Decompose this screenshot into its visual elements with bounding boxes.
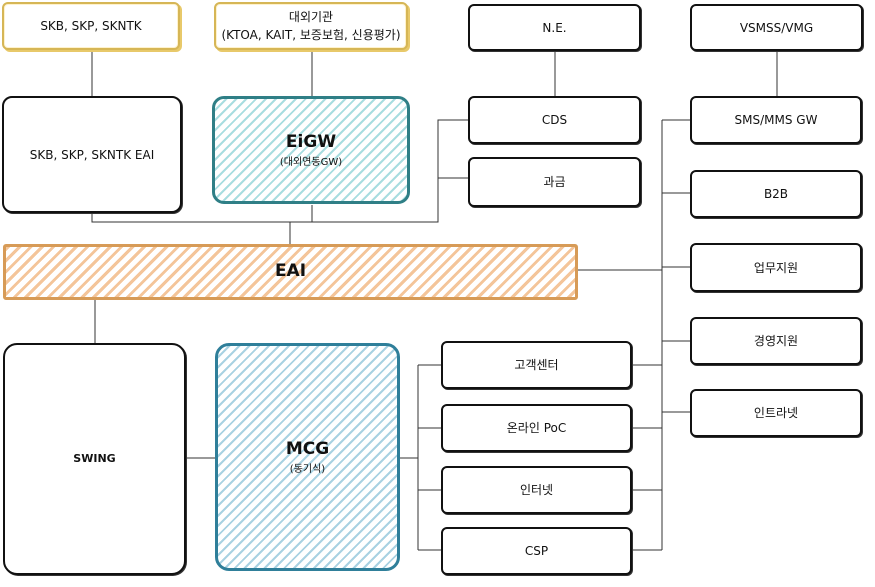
internet-box: 인터넷 [441, 466, 632, 514]
swing-box: SWING [3, 343, 186, 575]
eai-bar: EAI [3, 244, 578, 300]
billing-label: 과금 [543, 175, 566, 189]
vsmss-box: VSMSS/VMG [690, 4, 863, 51]
skb-eai-label: SKB, SKP, SKNTK EAI [29, 147, 155, 162]
internet-label: 인터넷 [519, 483, 554, 497]
swing-label: SWING [73, 451, 116, 465]
external-org-box: 대외기관 (KTOA, KAIT, 보증보험, 신용평가) [214, 2, 408, 50]
ne-label: N.E. [542, 20, 567, 35]
skb-group-label: SKB, SKP, SKNTK [40, 19, 142, 33]
mgmt-support-box: 경영지원 [690, 317, 862, 365]
mgmt-support-label: 경영지원 [753, 334, 799, 348]
intranet-label: 인트라넷 [753, 406, 799, 420]
mcg-box: MCG (동기식) [215, 343, 400, 571]
sms-mms-gw-box: SMS/MMS GW [690, 96, 862, 144]
external-org-detail: (KTOA, KAIT, 보증보험, 신용평가) [221, 28, 401, 42]
online-poc-box: 온라인 PoC [441, 404, 632, 452]
csp-label: CSP [524, 544, 549, 558]
external-org-label: 대외기관 [288, 10, 334, 24]
b2b-box: B2B [690, 170, 862, 218]
customer-center-box: 고객센터 [441, 341, 632, 389]
biz-support-box: 업무지원 [690, 243, 862, 292]
mcg-title: MCG [285, 438, 330, 459]
vsmss-label: VSMSS/VMG [739, 20, 814, 35]
eigw-title: EiGW [285, 131, 337, 152]
csp-box: CSP [441, 527, 632, 575]
skb-group-box: SKB, SKP, SKNTK [2, 2, 180, 50]
eigw-box: EiGW (대외연동GW) [212, 96, 410, 204]
intranet-box: 인트라넷 [690, 389, 862, 437]
eigw-subtitle: (대외연동GW) [279, 157, 343, 169]
cds-label: CDS [541, 113, 568, 127]
cds-box: CDS [468, 96, 641, 144]
biz-support-label: 업무지원 [753, 260, 799, 275]
eai-title: EAI [274, 261, 307, 282]
skb-eai-box: SKB, SKP, SKNTK EAI [2, 96, 182, 213]
ne-box: N.E. [468, 4, 641, 51]
b2b-label: B2B [763, 187, 789, 201]
online-poc-label: 온라인 PoC [506, 421, 567, 435]
customer-center-label: 고객센터 [514, 358, 559, 372]
sms-mms-gw-label: SMS/MMS GW [734, 113, 818, 127]
billing-box: 과금 [468, 157, 641, 207]
mcg-subtitle: (동기식) [289, 464, 326, 476]
